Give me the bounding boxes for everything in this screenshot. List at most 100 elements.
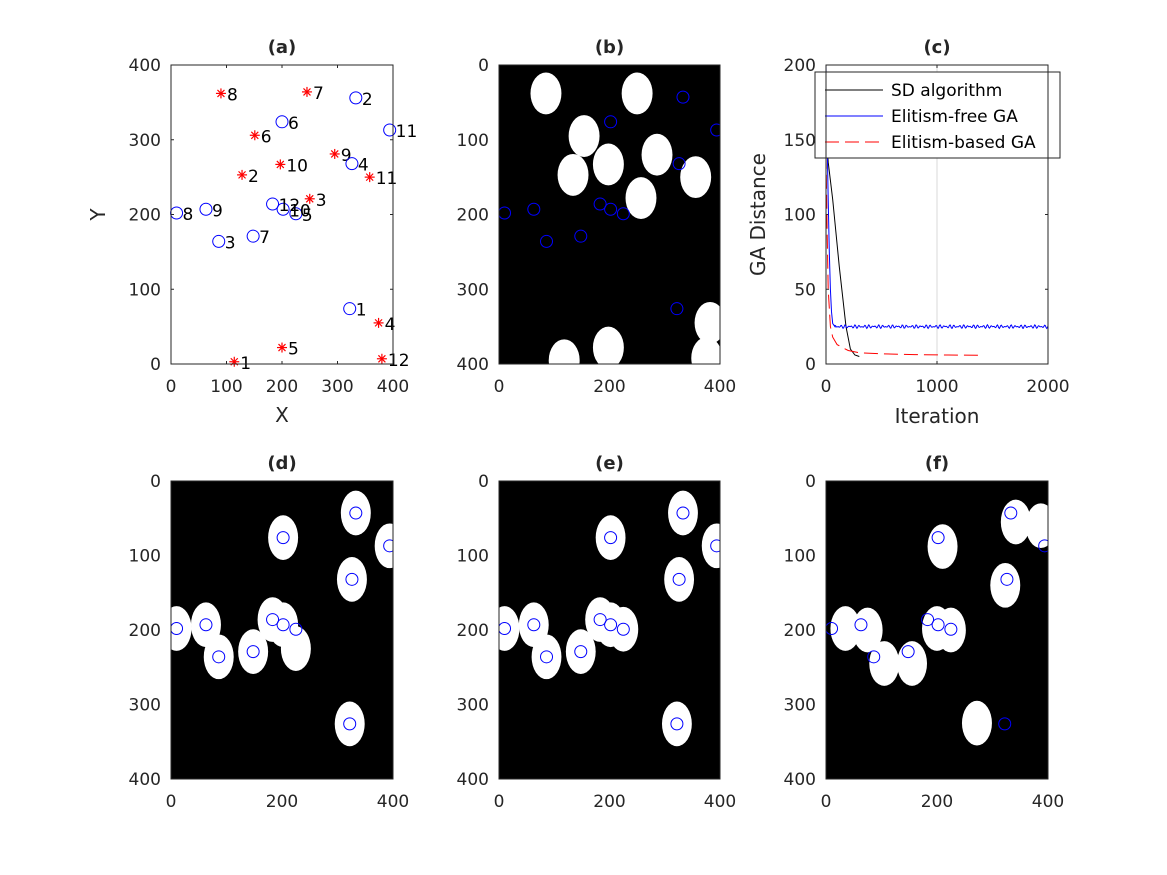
white-blob (668, 490, 698, 536)
star-marker-stroke (250, 131, 259, 140)
circle-marker (345, 157, 359, 171)
y-tick-label: 300 (457, 280, 489, 300)
circle-label: 4 (358, 156, 369, 176)
circle-marker (199, 202, 213, 216)
circle-marker (604, 115, 618, 129)
circle-marker (383, 123, 397, 137)
star-label: 8 (227, 85, 238, 105)
x-tick-label: 0 (166, 792, 177, 812)
x-tick-label: 200 (593, 792, 625, 812)
white-blob (568, 115, 600, 157)
star-marker-stroke (365, 173, 374, 182)
y-tick-label: 100 (457, 547, 489, 567)
x-tick-label: 0 (166, 377, 177, 397)
y-tick-label: 100 (129, 547, 161, 567)
circle-label: 2 (362, 90, 373, 110)
circle-label: 11 (396, 122, 418, 142)
circle-marker (212, 650, 226, 664)
image-background (499, 65, 720, 364)
white-blob (961, 700, 992, 746)
circle-marker (854, 618, 868, 632)
subplot-title: (a) (268, 37, 297, 58)
x-tick-label: 200 (593, 377, 625, 397)
y-tick-label: 200 (784, 621, 816, 641)
white-blob (374, 523, 393, 569)
star-label: 6 (261, 127, 272, 147)
x-tick-label: 400 (704, 792, 736, 812)
white-blob (340, 490, 371, 536)
x-tick-label: 200 (921, 792, 953, 812)
blob-layer (499, 490, 720, 747)
y-tick-label: 0 (150, 355, 161, 375)
subplot-c: 0 1000 2000 0 50 100 150 200 SD algorithm Elitism… (746, 37, 1070, 428)
white-blob (897, 641, 928, 686)
white-blob (334, 701, 365, 747)
subplot-title: (e) (595, 453, 624, 474)
x-tick-label: 200 (266, 377, 298, 397)
circle-marker (672, 572, 686, 586)
y-tick-label: 300 (129, 696, 161, 716)
series-layer (826, 65, 1048, 357)
y-tick-label: 200 (784, 56, 816, 76)
circle-label: 5 (302, 206, 313, 226)
series-line-0 (826, 124, 860, 357)
circle-marker (540, 234, 554, 248)
star-label: 12 (388, 351, 410, 371)
legend-label: SD algorithm (891, 81, 1002, 101)
white-blob (830, 606, 861, 651)
star-label: 4 (385, 315, 396, 335)
axes-border (170, 64, 394, 365)
white-blob (280, 626, 311, 671)
white-blob (268, 515, 299, 560)
star-label: 7 (313, 84, 324, 104)
legend-box (814, 71, 1061, 159)
circle-marker (212, 234, 226, 248)
x-tick-label: 300 (321, 377, 353, 397)
circle-marker (540, 650, 554, 664)
x-tick-label: 0 (821, 377, 832, 397)
white-blob (621, 72, 653, 115)
white-blob (531, 634, 562, 680)
circle-marker (343, 302, 357, 316)
white-blob (203, 634, 234, 680)
white-blob (935, 607, 966, 653)
white-blob (557, 153, 589, 196)
white-blob (238, 629, 269, 674)
circle-marker (998, 717, 1012, 731)
x-tick-label: 2000 (1026, 377, 1069, 397)
circle-marker (710, 539, 720, 553)
y-axis-label: GA Distance (746, 153, 770, 276)
white-blob (927, 524, 958, 569)
white-blob (592, 143, 624, 186)
y-tick-label: 100 (129, 280, 161, 300)
white-blob (336, 556, 367, 602)
white-blob (608, 606, 639, 652)
circle-marker (527, 618, 541, 632)
circle-marker (616, 207, 630, 221)
star-marker-stroke (303, 87, 311, 96)
star-marker-stroke (330, 150, 339, 158)
circle-marker (604, 618, 618, 632)
circle-marker (266, 197, 280, 211)
white-blob (694, 301, 720, 344)
circle-marker (574, 229, 588, 243)
x-tick-label: 0 (494, 377, 505, 397)
circle-marker (670, 302, 684, 316)
circle-marker (383, 539, 393, 553)
star-label: 11 (376, 169, 398, 189)
y-tick-label: 400 (457, 355, 489, 375)
circle-marker (343, 717, 357, 731)
circle-marker (499, 622, 512, 636)
circle-marker (944, 622, 958, 636)
subplot-title: (b) (595, 37, 624, 58)
white-blob (530, 72, 562, 115)
y-tick-label: 300 (784, 696, 816, 716)
y-tick-label: 400 (129, 770, 161, 790)
circle-marker (246, 645, 260, 659)
star-marker-stroke (238, 170, 246, 179)
y-tick-label: 200 (457, 206, 489, 226)
subplot-title: (c) (923, 37, 950, 58)
